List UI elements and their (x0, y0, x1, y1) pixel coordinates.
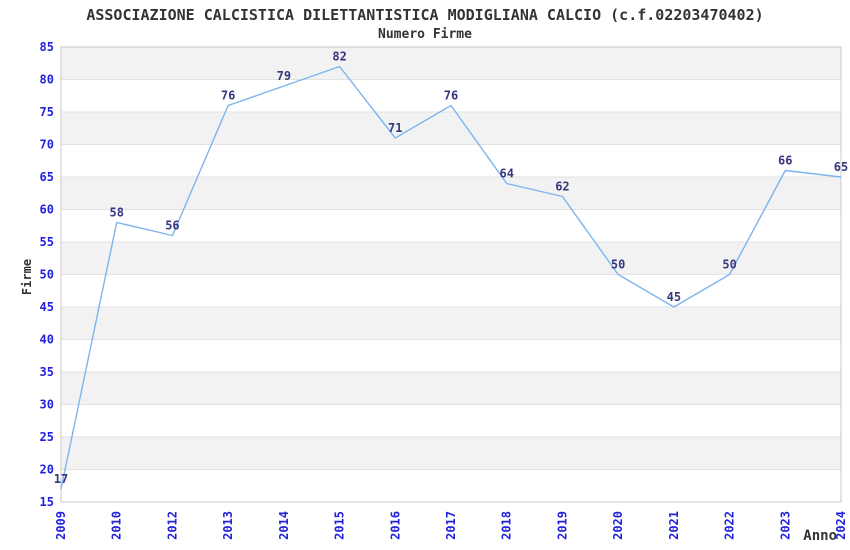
x-tick-label: 2021 (667, 511, 681, 540)
plot-band (61, 177, 841, 210)
y-tick-label: 35 (40, 365, 54, 379)
x-tick-label: 2009 (54, 511, 68, 540)
y-tick-label: 40 (40, 333, 54, 347)
x-tick-label: 2013 (221, 511, 235, 540)
data-label: 45 (667, 290, 681, 304)
data-label: 58 (109, 206, 123, 220)
x-tick-label: 2010 (110, 511, 124, 540)
y-tick-label: 20 (40, 463, 54, 477)
y-tick-label: 45 (40, 300, 54, 314)
x-tick-label: 2023 (778, 511, 792, 540)
x-tick-label: 2014 (277, 511, 291, 540)
plot-band (61, 307, 841, 340)
data-label: 50 (722, 258, 736, 272)
x-tick-label: 2024 (834, 511, 848, 540)
y-tick-label: 75 (40, 105, 54, 119)
data-label: 71 (388, 121, 402, 135)
data-label: 62 (555, 180, 569, 194)
x-tick-label: 2012 (165, 511, 179, 540)
y-tick-label: 55 (40, 235, 54, 249)
plot-band (61, 437, 841, 470)
data-label: 82 (332, 50, 346, 64)
y-tick-label: 70 (40, 138, 54, 152)
data-label: 64 (499, 167, 513, 181)
x-tick-label: 2020 (611, 511, 625, 540)
data-label: 17 (54, 472, 68, 486)
y-tick-label: 25 (40, 430, 54, 444)
data-label: 79 (277, 69, 291, 83)
y-tick-label: 50 (40, 268, 54, 282)
series-line (60, 65, 842, 490)
y-tick-label: 60 (40, 203, 54, 217)
y-tick-label: 80 (40, 73, 54, 87)
data-label: 56 (165, 219, 179, 233)
y-tick-label: 85 (40, 40, 54, 54)
data-label: 65 (834, 160, 848, 174)
x-tick-label: 2022 (723, 511, 737, 540)
x-tick-label: 2015 (333, 511, 347, 540)
x-tick-label: 2019 (555, 511, 569, 540)
data-label: 76 (444, 89, 458, 103)
plot-band (61, 47, 841, 80)
x-axis-title: Anno (803, 528, 837, 544)
x-tick-label: 2018 (500, 511, 514, 540)
y-tick-label: 15 (40, 495, 54, 509)
chart-subtitle: Numero Firme (378, 27, 472, 42)
plot-band (61, 112, 841, 145)
chart-title: ASSOCIAZIONE CALCISTICA DILETTANTISTICA … (86, 6, 764, 24)
x-tick-label: 2016 (388, 511, 402, 540)
data-label: 76 (221, 89, 235, 103)
plot-border (60, 46, 842, 503)
data-label: 66 (778, 154, 792, 168)
plot-band (61, 242, 841, 275)
y-tick-label: 65 (40, 170, 54, 184)
y-tick-label: 30 (40, 398, 54, 412)
x-tick-label: 2017 (444, 511, 458, 540)
data-label: 50 (611, 258, 625, 272)
plot-band (61, 372, 841, 405)
